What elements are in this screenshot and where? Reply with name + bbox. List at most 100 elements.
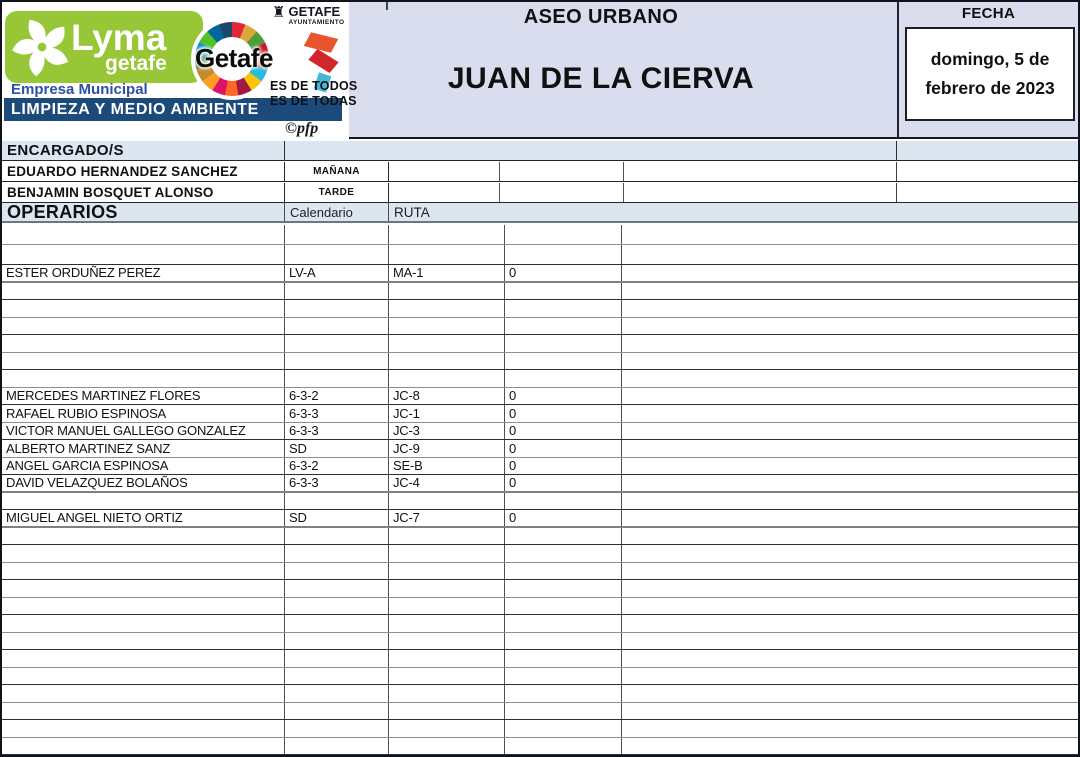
cell-extra xyxy=(505,545,622,562)
cell-operario-name xyxy=(2,562,285,579)
table-row xyxy=(2,245,1078,265)
table-row xyxy=(2,737,1078,755)
cell-extra xyxy=(505,580,622,597)
cell-extra: 0 xyxy=(505,422,622,439)
cell-ruta xyxy=(389,545,505,562)
cell-operario-name: ALBERTO MARTINEZ SANZ xyxy=(2,440,285,457)
empty-cell xyxy=(624,162,897,181)
cell-extra xyxy=(505,720,622,737)
encargado-row: BENJAMIN BOSQUET ALONSO TARDE xyxy=(2,183,1078,203)
header-band: Lyma getafe Empresa Municipal LIMPIEZA Y… xyxy=(2,2,1078,139)
empty-cell xyxy=(500,162,624,181)
cell-calendario xyxy=(285,370,389,387)
cell-calendario xyxy=(285,562,389,579)
cell-operario-name xyxy=(2,597,285,614)
cell-empty xyxy=(622,335,1078,352)
slogan-todas: ES DE TODAS xyxy=(270,93,357,108)
cell-operario-name xyxy=(2,737,285,754)
copyright-pfp: ©pfp xyxy=(285,120,319,137)
cell-ruta xyxy=(389,720,505,737)
empty-cell xyxy=(389,162,500,181)
cell-empty xyxy=(622,493,1078,510)
cell-calendario: SD xyxy=(285,440,389,457)
cell-operario-name xyxy=(2,685,285,702)
cell-extra xyxy=(505,300,622,317)
cell-ruta xyxy=(389,667,505,684)
cell-extra xyxy=(505,335,622,352)
cell-ruta: JC-1 xyxy=(389,405,505,422)
ayuntamiento-name: GETAFE xyxy=(288,4,341,19)
cell-operario-name: DAVID VELAZQUEZ BOLAÑOS xyxy=(2,475,285,491)
cell-empty xyxy=(622,458,1078,475)
cell-empty xyxy=(622,318,1078,335)
table-row xyxy=(2,597,1078,615)
empty-cell xyxy=(897,183,1078,202)
cell-ruta xyxy=(389,615,505,632)
cell-empty xyxy=(622,720,1078,737)
cell-calendario xyxy=(285,492,389,509)
cell-extra xyxy=(505,370,622,387)
table-row xyxy=(2,335,1078,353)
cell-empty xyxy=(622,405,1078,422)
encargado-row: EDUARDO HERNANDEZ SANCHEZ MAÑANA xyxy=(2,162,1078,182)
table-row xyxy=(2,720,1078,738)
cell-empty xyxy=(622,685,1078,702)
cell-calendario: LV-A xyxy=(285,265,389,281)
cell-operario-name xyxy=(2,225,285,244)
empty-cell xyxy=(897,162,1078,181)
ayuntamiento-block: ♜ GETAFE AYUNTAMIENTO xyxy=(272,5,348,26)
table-row xyxy=(2,667,1078,685)
cell-extra xyxy=(505,667,622,684)
cell-empty xyxy=(622,370,1078,387)
cell-extra xyxy=(505,562,622,579)
table-row: ALBERTO MARTINEZ SANZ SD JC-9 0 xyxy=(2,440,1078,458)
table-row: ANGEL GARCIA ESPINOSA 6-3-2 SE-B 0 xyxy=(2,457,1078,475)
table-row: VICTOR MANUEL GALLEGO GONZALEZ 6-3-3 JC-… xyxy=(2,422,1078,440)
cell-empty xyxy=(622,545,1078,562)
cell-calendario xyxy=(285,352,389,369)
cell-operario-name: VICTOR MANUEL GALLEGO GONZALEZ xyxy=(2,422,285,439)
grid-tick xyxy=(386,2,388,10)
cell-calendario xyxy=(285,245,389,264)
cell-operario-name: MIGUEL ANGEL NIETO ORTIZ xyxy=(2,510,285,526)
empresa-municipal-label: Empresa Municipal xyxy=(11,81,148,98)
cell-calendario xyxy=(285,317,389,334)
cell-empty xyxy=(622,563,1078,580)
table-row xyxy=(2,352,1078,370)
cell-ruta: JC-4 xyxy=(389,475,505,491)
cell-extra xyxy=(505,685,622,702)
table-row xyxy=(2,300,1078,318)
cell-empty xyxy=(622,738,1078,755)
table-row xyxy=(2,492,1078,510)
table-row xyxy=(2,317,1078,335)
cell-ruta xyxy=(389,245,505,264)
cell-operario-name xyxy=(2,282,285,299)
cell-ruta: SE-B xyxy=(389,457,505,474)
cell-operario-name xyxy=(2,300,285,317)
cell-extra xyxy=(505,492,622,509)
cell-ruta: JC-7 xyxy=(389,510,505,526)
ayuntamiento-subtitle: AYUNTAMIENTO xyxy=(288,18,345,26)
cell-calendario xyxy=(285,702,389,719)
cell-calendario xyxy=(285,615,389,632)
encargados-section-header: ENCARGADO/S xyxy=(2,141,1078,161)
cell-calendario xyxy=(285,300,389,317)
cell-operario-name xyxy=(2,527,285,544)
cell-calendario xyxy=(285,650,389,667)
fecha-column-divider xyxy=(897,2,899,139)
cell-empty xyxy=(622,225,1078,244)
cell-extra xyxy=(505,615,622,632)
cell-ruta xyxy=(389,225,505,244)
slogan-block: ES DE TODOS ES DE TODAS xyxy=(270,79,357,109)
cell-operario-name xyxy=(2,492,285,509)
cell-empty xyxy=(622,668,1078,685)
cell-operario-name: ESTER ORDUÑEZ PEREZ xyxy=(2,265,285,281)
limpieza-banner: LIMPIEZA Y MEDIO AMBIENTE xyxy=(4,98,342,121)
cell-extra xyxy=(505,597,622,614)
lyma-getafe-sub: getafe xyxy=(105,52,167,75)
cell-operario-name xyxy=(2,245,285,264)
cell-empty xyxy=(622,580,1078,597)
cell-calendario xyxy=(285,720,389,737)
table-row: MIGUEL ANGEL NIETO ORTIZ SD JC-7 0 xyxy=(2,510,1078,528)
cell-empty xyxy=(622,598,1078,615)
